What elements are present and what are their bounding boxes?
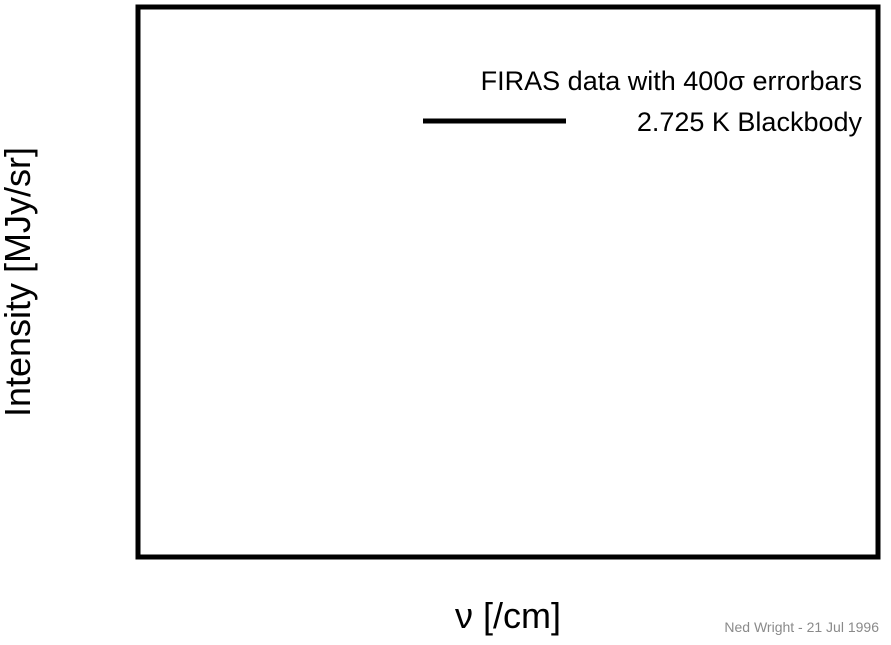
y-axis-label: Intensity [MJy/sr] <box>0 147 38 417</box>
plot-frame <box>135 4 881 560</box>
credit-text: Ned Wright - 21 Jul 1996 <box>724 619 879 635</box>
legend: FIRAS data with 400σ errorbars 2.725 K B… <box>423 66 862 137</box>
axis-frame <box>135 4 881 560</box>
x-axis-label: ν [/cm] <box>455 595 561 636</box>
legend-entry-blackbody: 2.725 K Blackbody <box>637 107 863 137</box>
legend-entry-firas-data: FIRAS data with 400σ errorbars <box>481 66 862 96</box>
